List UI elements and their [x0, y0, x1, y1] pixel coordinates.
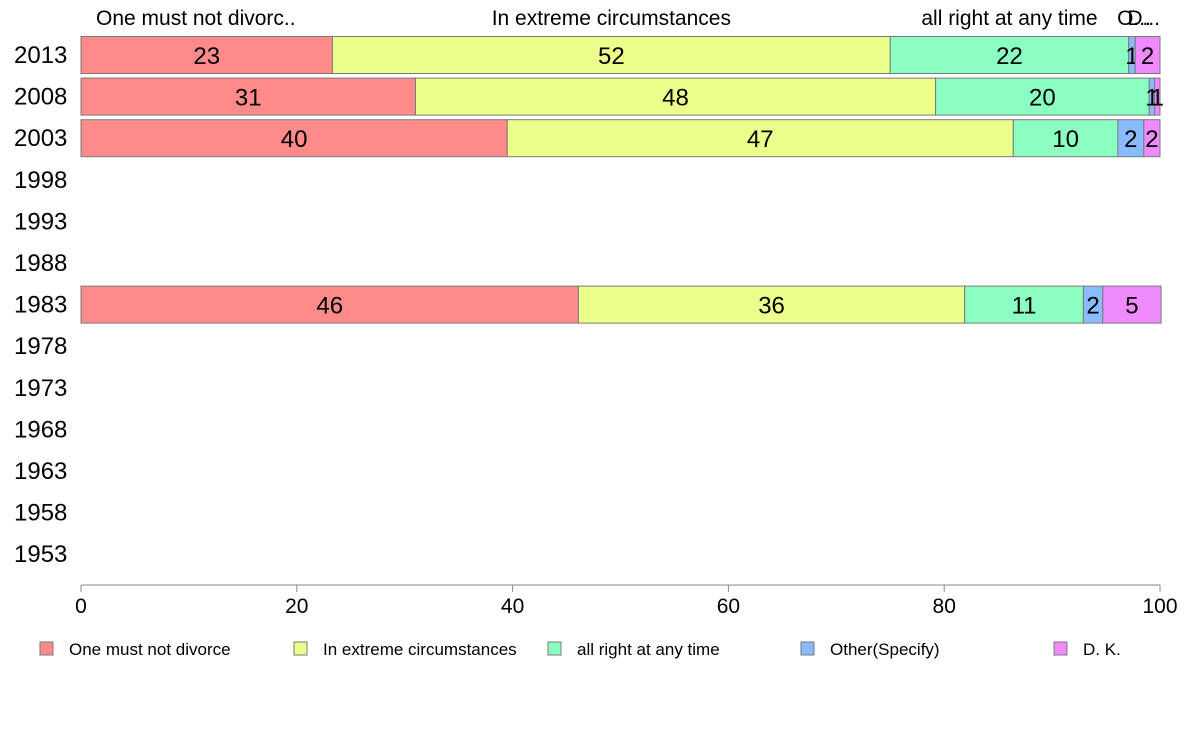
year-label-1968: 1968	[14, 416, 67, 443]
legend-swatch-1	[39, 641, 54, 656]
legend-swatch-4	[800, 641, 815, 656]
data-label-2013-2: 52	[598, 43, 625, 70]
x-tick-label-40: 40	[501, 595, 524, 618]
year-label-1973: 1973	[14, 375, 67, 402]
bar-segment-1983-5	[1102, 285, 1162, 324]
bar-segment-2013-1	[80, 36, 333, 74]
bar-segment-2013-3	[889, 36, 1130, 74]
bar-segment-1983-1	[80, 285, 579, 324]
bar-segment-2008-1	[80, 77, 416, 116]
legend-label-5: D. K.	[1083, 640, 1121, 659]
data-label-1983-1: 46	[316, 293, 343, 320]
data-label-2013-1: 23	[193, 43, 220, 70]
bar-segment-2003-2	[506, 119, 1014, 158]
year-label-1963: 1963	[14, 458, 67, 485]
data-label-2008-2: 48	[662, 85, 689, 112]
year-label-1983: 1983	[14, 292, 67, 319]
data-label-2003-2: 47	[747, 126, 774, 153]
top-label-4: O...	[1117, 7, 1151, 30]
top-label-1: One must not divorc..	[96, 7, 296, 30]
legend-label-2: In extreme circumstances	[323, 640, 517, 659]
x-tick-label-60: 60	[717, 595, 740, 618]
year-label-2003: 2003	[14, 125, 67, 152]
bar-segment-2008-3	[935, 77, 1150, 116]
data-label-2013-3: 22	[996, 43, 1023, 70]
year-label-1978: 1978	[14, 333, 67, 360]
legend-swatch-2	[293, 641, 308, 656]
data-label-2013-5: 2	[1141, 43, 1154, 70]
legend-swatch-5	[1053, 641, 1068, 656]
data-label-2003-4: 2	[1124, 126, 1137, 153]
data-label-2008-1: 31	[235, 85, 262, 112]
data-label-2008-3: 20	[1029, 85, 1056, 112]
data-label-1983-2: 36	[758, 293, 785, 320]
bar-segment-1983-2	[577, 285, 966, 324]
year-label-2008: 2008	[14, 84, 67, 111]
data-label-2003-3: 10	[1052, 126, 1079, 153]
bar-segment-1983-3	[964, 285, 1084, 324]
top-label-2: In extreme circumstances	[492, 7, 731, 30]
bar-segment-2003-4	[1117, 119, 1145, 158]
data-label-1983-4: 2	[1086, 293, 1099, 320]
bar-segment-2003-1	[80, 119, 508, 158]
year-label-1988: 1988	[14, 250, 67, 277]
bar-segment-2013-5	[1134, 36, 1161, 74]
x-tick-label-100: 100	[1142, 595, 1177, 618]
legend-label-3: all right at any time	[577, 640, 720, 659]
bar-segment-2008-5	[1154, 77, 1161, 116]
bar-segment-2003-3	[1012, 119, 1119, 158]
data-label-2008-5: 1	[1151, 85, 1164, 112]
legend-swatch-3	[547, 641, 562, 656]
data-label-1983-3: 11	[1012, 293, 1037, 320]
year-label-2013: 2013	[14, 42, 67, 69]
x-tick-label-0: 0	[75, 595, 87, 618]
legend-label-4: Other(Specify)	[830, 640, 940, 659]
year-label-1953: 1953	[14, 541, 67, 568]
x-tick-label-80: 80	[933, 595, 956, 618]
data-label-1983-5: 5	[1125, 293, 1138, 320]
data-label-2003-1: 40	[281, 126, 308, 153]
year-label-1998: 1998	[14, 167, 67, 194]
year-label-1958: 1958	[14, 500, 67, 527]
top-label-3: all right at any time	[921, 7, 1097, 30]
x-tick-label-20: 20	[285, 595, 308, 618]
year-label-1993: 1993	[14, 208, 67, 235]
data-label-2003-5: 2	[1145, 126, 1158, 153]
bar-segment-2008-2	[414, 77, 937, 116]
bar-segment-2013-2	[331, 36, 891, 74]
top-label-5: D...	[1127, 7, 1160, 30]
legend-label-1: One must not divorce	[69, 640, 231, 659]
bar-segment-2003-5	[1143, 119, 1161, 158]
